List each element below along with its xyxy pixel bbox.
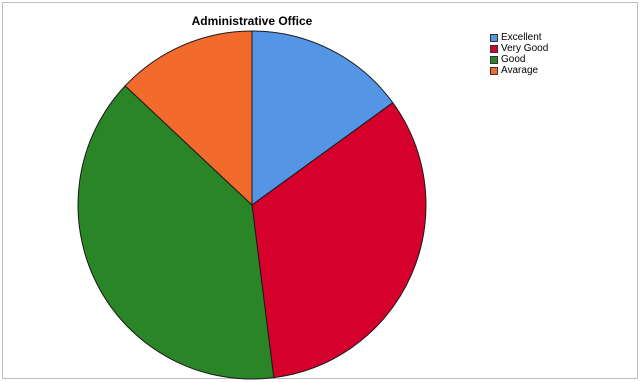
pie-slice-very-good [251, 102, 427, 379]
pie-slice-good [77, 85, 275, 380]
legend-swatch [490, 44, 498, 53]
legend-swatch [490, 66, 498, 75]
legend-label: Very Good [501, 43, 549, 54]
legend-item-good: Good [490, 54, 548, 65]
legend-label: Good [501, 54, 526, 65]
chart-legend: Excellent Very Good Good Avarage [490, 32, 548, 76]
legend-item-excellent: Excellent [490, 32, 548, 43]
legend-label: Avarage [501, 65, 539, 76]
legend-label: Excellent [501, 32, 542, 43]
legend-swatch [490, 55, 498, 64]
legend-swatch [490, 33, 498, 42]
legend-item-very-good: Very Good [490, 43, 548, 54]
pie-slice-avarage [124, 30, 253, 207]
pie-slice-excellent [251, 30, 394, 206]
legend-item-avarage: Avarage [490, 65, 548, 76]
chart-title: Administrative Office [191, 14, 313, 28]
pie-slices [77, 30, 427, 380]
